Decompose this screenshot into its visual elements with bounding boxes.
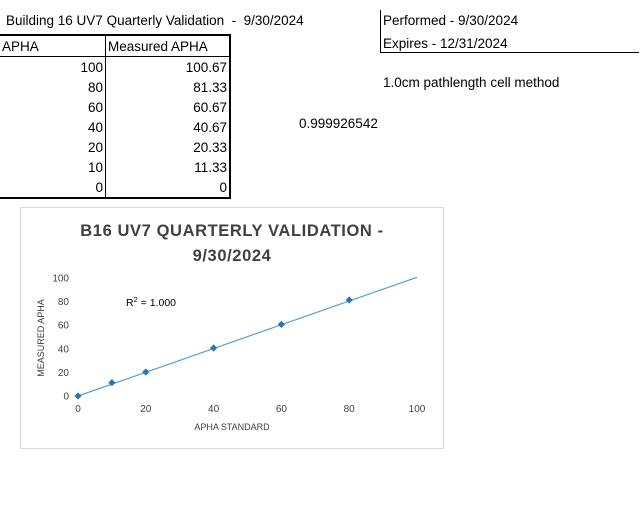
- x-tick-label: 60: [276, 404, 288, 415]
- y-tick-label: 100: [52, 274, 69, 285]
- apha-cell: 20: [0, 137, 106, 157]
- data-point: [74, 392, 82, 400]
- measured-cell: 81.33: [105, 77, 231, 97]
- chart-title-line-2: 9/30/2024: [193, 247, 272, 265]
- apha-cell: 80: [0, 77, 106, 97]
- table-row: 0 0: [0, 177, 231, 199]
- table-row: 60 60.67: [0, 97, 231, 117]
- chart-area: B16 UV7 QUARTERLY VALIDATION - 9/30/2024…: [20, 207, 444, 449]
- apha-cell: 100: [0, 56, 106, 77]
- y-axis-label: MEASURED APHA: [36, 299, 46, 377]
- measured-cell: 40.67: [105, 117, 231, 137]
- x-axis-label: APHA STANDARD: [194, 422, 270, 432]
- measured-cell: 0: [105, 177, 231, 199]
- expires-date: Expires - 12/31/2024: [383, 36, 508, 51]
- measured-cell: 20.33: [105, 137, 231, 157]
- header-measured-apha: Measured APHA: [105, 34, 231, 57]
- apha-cell: 0: [0, 177, 106, 199]
- x-tick-label: 20: [140, 404, 152, 415]
- x-tick-label: 100: [409, 404, 426, 415]
- r-squared-annotation: R2 = 1.000: [126, 295, 176, 309]
- measured-cell: 60.67: [105, 97, 231, 117]
- table-row: 80 81.33: [0, 77, 231, 97]
- y-tick-label: 0: [63, 392, 69, 403]
- data-point: [108, 379, 116, 387]
- validation-table: APHA Measured APHA 100 100.67 80 81.33 6…: [0, 34, 231, 199]
- table-row: 20 20.33: [0, 137, 231, 157]
- date-info-box: [380, 10, 639, 53]
- y-tick-label: 80: [58, 297, 70, 308]
- correlation-value: 0.999926542: [299, 116, 378, 131]
- apha-cell: 40: [0, 117, 106, 137]
- apha-cell: 60: [0, 97, 106, 117]
- measured-cell: 100.67: [105, 56, 231, 77]
- method-note: 1.0cm pathlength cell method: [383, 75, 560, 90]
- data-point: [142, 368, 150, 376]
- table-row: 40 40.67: [0, 117, 231, 137]
- x-tick-label: 40: [208, 404, 220, 415]
- y-tick-label: 40: [58, 344, 70, 355]
- validation-chart: B16 UV7 QUARTERLY VALIDATION - 9/30/2024…: [36, 222, 426, 432]
- sheet-title: Building 16 UV7 Quarterly Validation - 9…: [6, 13, 304, 28]
- data-point: [277, 320, 285, 329]
- trendline: [77, 276, 418, 397]
- r-squared-superscript: 2: [134, 295, 138, 304]
- measured-cell: 11.33: [105, 157, 231, 177]
- y-tick-label: 20: [58, 368, 70, 379]
- table-row: 100 100.67: [0, 56, 231, 77]
- x-tick-label: 80: [344, 404, 356, 415]
- r-squared-value: = 1.000: [138, 297, 176, 309]
- table-row: 10 11.33: [0, 157, 231, 177]
- chart-title-line-1: B16 UV7 QUARTERLY VALIDATION -: [80, 222, 383, 240]
- header-apha: APHA: [0, 34, 106, 57]
- data-point: [210, 344, 218, 352]
- apha-cell: 10: [0, 157, 106, 177]
- performed-date: Performed - 9/30/2024: [383, 13, 519, 28]
- y-tick-label: 60: [58, 321, 70, 332]
- table-header-row: APHA Measured APHA: [0, 34, 231, 57]
- x-tick-label: 0: [75, 404, 81, 415]
- r-squared-prefix: R: [126, 297, 134, 309]
